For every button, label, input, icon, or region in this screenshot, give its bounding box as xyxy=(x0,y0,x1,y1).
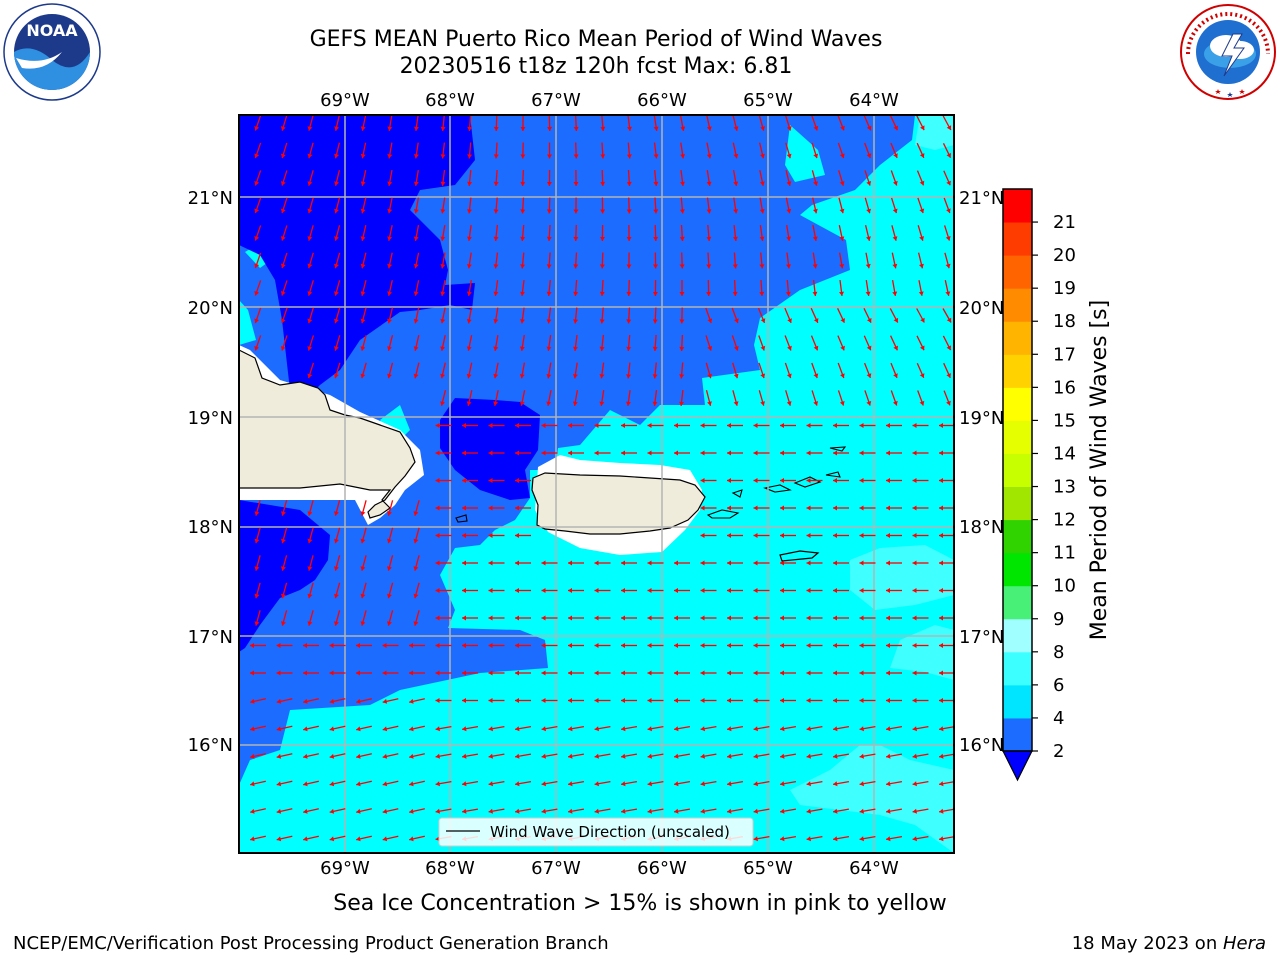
colorbar-tick-label: 12 xyxy=(1053,510,1076,531)
colorbar-tick-label: 20 xyxy=(1053,245,1076,266)
colorbar-segment xyxy=(1003,387,1032,421)
lat-label: 19°N xyxy=(188,408,233,429)
lat-label: 21°N xyxy=(188,188,233,209)
period-contour-6-8 xyxy=(915,115,954,150)
colorbar-tick-label: 19 xyxy=(1053,278,1076,299)
colorbar-tick-label: 17 xyxy=(1053,344,1076,365)
lat-label: 20°N xyxy=(188,298,233,319)
colorbar-tick-label: 15 xyxy=(1053,410,1076,431)
colorbar-tick-label: 13 xyxy=(1053,477,1076,498)
colorbar-segment xyxy=(1003,255,1032,289)
lon-label: 68°W xyxy=(425,858,475,879)
colorbar-tick-label: 2 xyxy=(1053,741,1064,762)
lat-label: 16°N xyxy=(188,735,233,756)
colorbar-tick-label: 6 xyxy=(1053,675,1064,696)
lon-label: 65°W xyxy=(743,858,793,879)
lat-label: 18°N xyxy=(959,517,1004,538)
colorbar-tick-label: 18 xyxy=(1053,311,1076,332)
colorbar: 2 4 6 8 9 10 11 12 13 14 15 16 17 18 19 20 21 xyxy=(1003,189,1076,780)
lon-label: 69°W xyxy=(320,858,370,879)
lat-label: 19°N xyxy=(959,408,1004,429)
lat-label: 17°N xyxy=(959,627,1004,648)
colorbar-segment xyxy=(1003,420,1032,454)
colorbar-extend-under xyxy=(1003,751,1032,780)
colorbar-segment xyxy=(1003,354,1032,388)
colorbar-segment xyxy=(1003,321,1032,355)
colorbar-segment xyxy=(1003,520,1032,554)
lon-label: 64°W xyxy=(849,90,899,111)
colorbar-label: Mean Period of Wind Waves [s] xyxy=(1087,300,1112,640)
colorbar-segment xyxy=(1003,619,1032,653)
colorbar-segment xyxy=(1003,487,1032,521)
lat-labels-right: 21°N 20°N 19°N 18°N 17°N 16°N xyxy=(959,188,1004,756)
lon-labels-bottom: 69°W 68°W 67°W 66°W 65°W 64°W xyxy=(320,858,899,879)
lon-label: 66°W xyxy=(637,858,687,879)
colorbar-segment xyxy=(1003,453,1032,487)
run-host: Hera xyxy=(1223,933,1266,954)
sea-ice-note: Sea Ice Concentration > 15% is shown in … xyxy=(0,891,1280,916)
lon-label: 65°W xyxy=(743,90,793,111)
lon-label: 68°W xyxy=(425,90,475,111)
colorbar-tick-label: 4 xyxy=(1053,708,1064,729)
lat-label: 16°N xyxy=(959,735,1004,756)
lat-label: 21°N xyxy=(959,188,1004,209)
lat-labels-left: 21°N 20°N 19°N 18°N 17°N 16°N xyxy=(188,188,233,756)
map-figure: Wind Wave Direction (unscaled) 69°W 68°W… xyxy=(0,0,1280,960)
producer-credit: NCEP/EMC/Verification Post Processing Pr… xyxy=(13,933,609,954)
lon-label: 64°W xyxy=(849,858,899,879)
colorbar-segment xyxy=(1003,222,1032,256)
lon-label: 67°W xyxy=(531,858,581,879)
colorbar-tick-label: 10 xyxy=(1053,576,1076,597)
colorbar-segment xyxy=(1003,652,1032,686)
vector-legend-label: Wind Wave Direction (unscaled) xyxy=(490,823,730,841)
lat-label: 17°N xyxy=(188,627,233,648)
colorbar-segment xyxy=(1003,586,1032,620)
run-date-text: 18 May 2023 on xyxy=(1072,933,1223,954)
run-date: 18 May 2023 on Hera xyxy=(1072,933,1266,954)
colorbar-tick-label: 14 xyxy=(1053,443,1076,464)
colorbar-segment xyxy=(1003,718,1032,752)
colorbar-tick-label: 16 xyxy=(1053,377,1076,398)
lon-labels-top: 69°W 68°W 67°W 66°W 65°W 64°W xyxy=(320,90,899,111)
colorbar-segment xyxy=(1003,685,1032,719)
colorbar-segment xyxy=(1003,553,1032,587)
colorbar-tick-label: 11 xyxy=(1053,543,1076,564)
lon-label: 66°W xyxy=(637,90,687,111)
colorbar-segment xyxy=(1003,288,1032,322)
colorbar-tick-label: 9 xyxy=(1053,609,1064,630)
map-area: Wind Wave Direction (unscaled) xyxy=(239,115,955,853)
colorbar-tick-label: 21 xyxy=(1053,212,1076,233)
lon-label: 69°W xyxy=(320,90,370,111)
lat-label: 18°N xyxy=(188,517,233,538)
lon-label: 67°W xyxy=(531,90,581,111)
colorbar-tick-label: 8 xyxy=(1053,642,1064,663)
lat-label: 20°N xyxy=(959,298,1004,319)
colorbar-segment xyxy=(1003,189,1032,223)
